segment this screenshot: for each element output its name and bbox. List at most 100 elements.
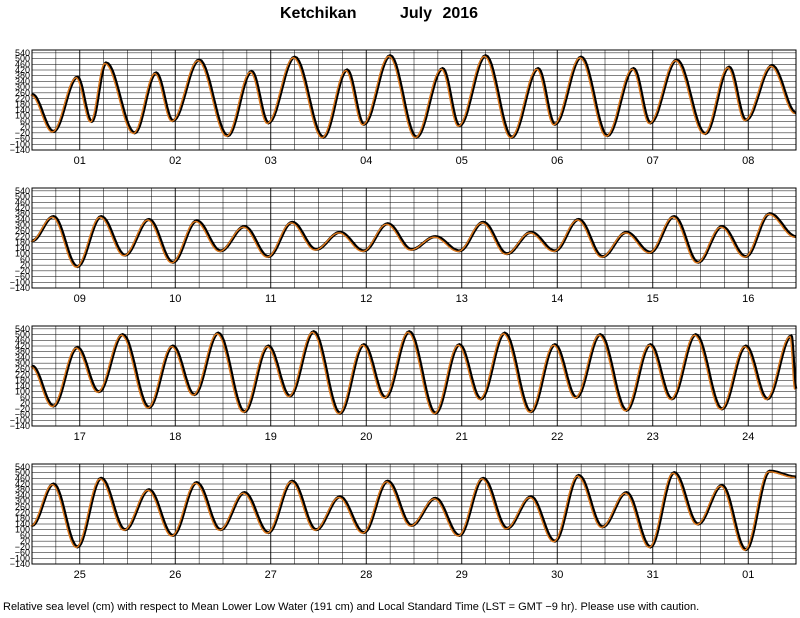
y-tick-label: 500 [15,192,30,202]
y-tick-label: 380 [15,347,30,357]
panel-1: −140−100−60−2020601001401802202603003403… [10,48,797,167]
day-label: 21 [456,431,468,443]
panel-2: −140−100−60−2020601001401802202603003403… [10,186,797,305]
y-tick-label: 260 [15,502,30,512]
y-tick-label: 540 [15,48,30,58]
y-tick-label: −100 [10,553,30,563]
y-tick-label: −20 [15,404,30,414]
y-tick-label: 20 [20,122,30,132]
y-tick-label: 540 [15,186,30,196]
y-tick-label: −140 [10,421,30,431]
y-tick-label: 340 [15,490,30,500]
y-tick-label: −20 [15,128,30,138]
predicted-series-line [30,331,796,415]
y-tick-label: 180 [15,237,30,247]
y-tick-label: 100 [15,249,30,259]
day-label: 23 [647,431,659,443]
day-label: 15 [647,293,659,305]
y-tick-label: 180 [15,513,30,523]
y-tick-label: −60 [15,410,30,420]
y-tick-label: 100 [15,525,30,535]
day-label: 06 [551,155,563,167]
day-label: 27 [265,569,277,581]
panel-frame [31,325,797,427]
y-tick-label: 220 [15,232,30,242]
day-label: 26 [169,569,181,581]
day-label: 03 [265,155,277,167]
day-label: 09 [74,293,86,305]
y-tick-label: 140 [15,243,30,253]
y-tick-label: 460 [15,59,30,69]
y-tick-label: 500 [15,468,30,478]
chart-title-station: Ketchikan [280,5,357,22]
y-tick-label: 460 [15,335,30,345]
y-tick-label: 20 [20,260,30,270]
day-label: 01 [742,569,754,581]
day-label: 18 [169,431,181,443]
y-tick-label: −60 [15,134,30,144]
y-tick-label: 420 [15,341,30,351]
day-label: 04 [360,155,372,167]
day-label: 16 [742,293,754,305]
y-tick-label: 140 [15,105,30,115]
day-label: 05 [456,155,468,167]
day-label: 17 [74,431,86,443]
y-tick-label: 340 [15,352,30,362]
day-label: 28 [360,569,372,581]
chart-title-year: 2016 [442,5,479,22]
panel-frame [31,49,797,151]
y-tick-label: 180 [15,99,30,109]
y-tick-label: 100 [15,111,30,121]
y-tick-label: 500 [15,330,30,340]
predicted-series-line [30,55,796,139]
y-tick-label: 420 [15,65,30,75]
panel-frame [31,187,797,289]
y-tick-label: −60 [15,548,30,558]
y-tick-label: 60 [20,530,30,540]
y-tick-label: 460 [15,473,30,483]
panel-frame [31,463,797,565]
y-tick-label: −100 [10,277,30,287]
y-tick-label: 380 [15,209,30,219]
day-label: 10 [169,293,181,305]
y-tick-label: 340 [15,214,30,224]
y-tick-label: 260 [15,88,30,98]
day-label: 08 [742,155,754,167]
day-label: 19 [265,431,277,443]
y-tick-label: 420 [15,203,30,213]
y-tick-label: 220 [15,508,30,518]
y-tick-label: 380 [15,71,30,81]
y-tick-label: 220 [15,370,30,380]
day-label: 24 [742,431,754,443]
y-tick-label: 100 [15,387,30,397]
y-tick-label: 140 [15,381,30,391]
day-label: 12 [360,293,372,305]
y-tick-label: −20 [15,266,30,276]
day-label: 02 [169,155,181,167]
chart-title-month-year: July 2016 [400,5,478,23]
y-tick-label: 140 [15,519,30,529]
y-tick-label: 540 [15,324,30,334]
y-tick-label: −20 [15,542,30,552]
day-label: 07 [647,155,659,167]
day-label: 30 [551,569,563,581]
y-tick-label: 500 [15,54,30,64]
y-tick-label: −140 [10,145,30,155]
y-tick-label: 340 [15,76,30,86]
y-tick-label: 60 [20,254,30,264]
predicted-series-line [30,470,795,552]
y-tick-label: 420 [15,479,30,489]
y-tick-label: 60 [20,392,30,402]
day-label: 29 [456,569,468,581]
y-tick-label: 540 [15,462,30,472]
y-tick-label: −100 [10,415,30,425]
y-tick-label: −60 [15,272,30,282]
y-tick-label: 20 [20,398,30,408]
chart-title-month: July [400,5,433,22]
y-tick-label: 60 [20,116,30,126]
y-tick-label: 180 [15,375,30,385]
y-tick-label: 460 [15,197,30,207]
chart-footer-note: Relative sea level (cm) with respect to … [3,601,700,613]
y-tick-label: 260 [15,364,30,374]
